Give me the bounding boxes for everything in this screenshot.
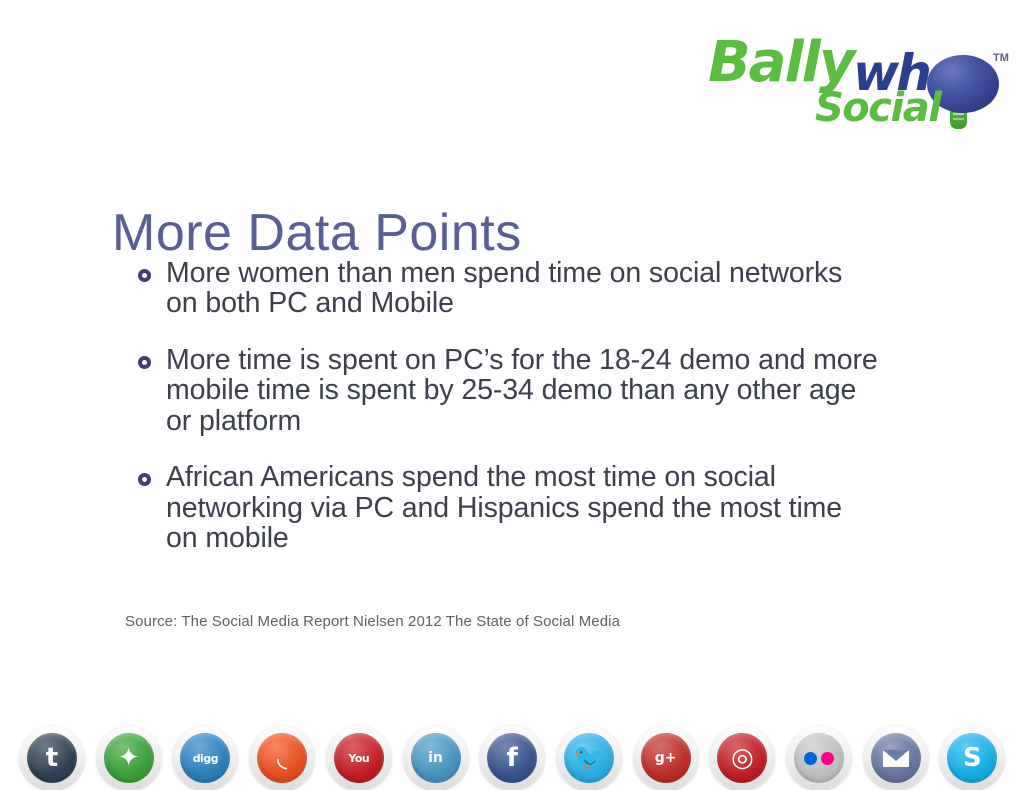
envelope-shape [882,749,909,767]
list-item-text: African Americans spend the most time on… [166,461,843,555]
tumblr-icon-glyph: t [45,743,59,773]
source-citation: Source: The Social Media Report Nielsen … [125,613,621,630]
rss-icon[interactable]: ◟ [250,726,315,790]
twitter-icon-badge: 🐦 [563,733,614,783]
email-icon-badge [870,733,921,783]
pinterest-icon-badge: ◎ [717,733,768,783]
digg-icon[interactable]: digg [173,726,238,790]
skype-icon-badge: S [947,733,998,783]
flickr-icon-badge [794,733,844,783]
logo-trademark: TM [993,52,1009,64]
logo-text-social: Social [815,85,942,131]
tumblr-icon[interactable]: t [20,726,84,790]
list-item: More time is spent on PC’s for the 18-24… [138,345,878,436]
pinterest-icon[interactable]: ◎ [710,726,775,790]
share-icon-glyph: ✦ [117,743,140,773]
flickr-dots [804,751,834,765]
list-item: African Americans spend the most time on… [138,461,878,555]
linkedin-icon-glyph: in [428,750,443,766]
flickr-icon[interactable] [787,726,851,790]
linkedin-icon[interactable]: in [403,726,468,790]
page-title: More Data Points [112,203,522,262]
digg-icon-glyph: digg [192,751,219,765]
youtube-icon-glyph: You [348,751,370,765]
rss-icon-badge: ◟ [257,733,308,783]
social-icon-strip: t ✦ digg ◟ You in f 🐦 g+ ◎ S [0,726,1024,790]
rss-icon-glyph: ◟ [277,743,288,773]
facebook-icon-badge: f [487,733,538,783]
ring-bullet-icon [138,473,151,487]
twitter-icon-glyph: 🐦 [572,743,606,773]
ring-bullet-icon [138,355,151,369]
facebook-icon-glyph: f [506,743,518,773]
youtube-icon[interactable]: You [326,726,391,790]
pinterest-icon-glyph: ◎ [730,743,754,773]
twitter-icon[interactable]: 🐦 [556,726,621,790]
share-icon[interactable]: ✦ [96,726,161,790]
skype-icon-glyph: S [963,743,982,773]
youtube-icon-badge: You [333,733,384,783]
share-icon-badge: ✦ [103,733,154,783]
slide-canvas: Bally who Social TM More Data Points Mor… [0,30,1024,790]
facebook-icon[interactable]: f [480,726,545,790]
tumblr-icon-badge: t [27,733,77,783]
logo-balloon-icon [927,55,999,113]
linkedin-icon-badge: in [410,733,461,783]
ring-bullet-icon [138,269,151,282]
list-item-text: More time is spent on PC’s for the 18-24… [166,343,878,437]
email-icon[interactable] [863,726,928,790]
ballywho-social-logo: Bally who Social TM [705,30,1009,141]
googleplus-icon-badge: g+ [640,733,691,783]
skype-icon[interactable]: S [940,726,1005,790]
digg-icon-badge: digg [180,733,231,783]
googleplus-icon[interactable]: g+ [633,726,698,790]
list-item: More women than men spend time on social… [138,258,878,319]
list-item-text: More women than men spend time on social… [166,257,843,320]
googleplus-icon-glyph: g+ [654,750,677,766]
logo-text-bally: Bally [708,30,855,95]
bullet-list: More women than men spend time on social… [138,258,878,554]
